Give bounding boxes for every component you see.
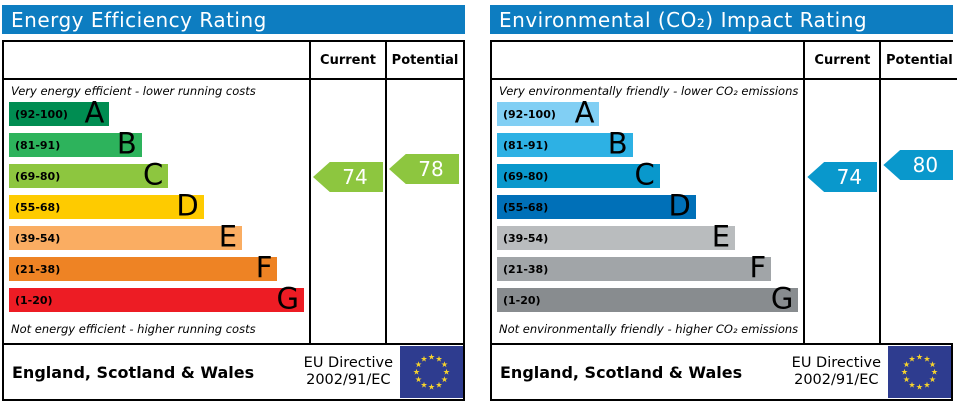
eu-flag-icon <box>400 346 463 398</box>
band-range-label: (1-20) <box>503 293 541 307</box>
energy-band-g: (1-20) G <box>9 281 304 316</box>
energy-bands-area: Very energy efficient - lower running co… <box>4 80 311 343</box>
band-letter: C <box>143 157 164 192</box>
band-letter: B <box>116 126 137 161</box>
eu-directive-label: EU Directive 2002/91/EC <box>303 354 393 388</box>
band-range-label: (21-38) <box>503 262 549 276</box>
co2-current-column: 74 <box>805 80 882 343</box>
band-range-label: (21-38) <box>15 262 61 276</box>
co2-band-c: (69-80) C <box>497 157 660 192</box>
band-letter: A <box>574 95 595 130</box>
band-letter: E <box>711 219 731 254</box>
bottom-note: Not environmentally friendly - higher CO… <box>499 322 799 336</box>
co2-potential-arrow: 80 <box>883 150 954 180</box>
energy-current-arrow: 74 <box>313 162 383 192</box>
header-spacer <box>4 42 311 80</box>
energy-potential-column: 78 <box>387 80 463 343</box>
bottom-note: Not energy efficient - higher running co… <box>11 322 256 336</box>
band-letter: F <box>255 250 273 285</box>
eu-flag-icon <box>888 346 951 398</box>
eu-directive-label: EU Directive 2002/91/EC <box>791 354 881 388</box>
energy-panel-title: Energy Efficiency Rating <box>2 5 465 34</box>
top-note: Very energy efficient - lower running co… <box>11 84 256 98</box>
band-letter: D <box>668 188 691 223</box>
energy-potential-arrow: 78 <box>389 154 459 184</box>
energy-band-a: (92-100) A <box>9 95 110 130</box>
band-range-label: (92-100) <box>15 107 68 121</box>
top-note: Very environmentally friendly - lower CO… <box>499 84 799 98</box>
band-letter: E <box>218 219 238 254</box>
band-range-label: (69-80) <box>503 169 549 183</box>
co2-impact-panel: Environmental (CO₂) Impact Rating Curren… <box>490 5 957 401</box>
header-spacer <box>492 42 806 80</box>
potential-column-header: Potential <box>881 42 957 80</box>
co2-current-value: 74 <box>836 165 863 189</box>
band-range-label: (69-80) <box>15 169 61 183</box>
co2-bands-area: Very environmentally friendly - lower CO… <box>492 80 806 343</box>
band-range-label: (81-91) <box>503 138 549 152</box>
band-range-label: (55-68) <box>503 200 549 214</box>
co2-band-f: (21-38) F <box>497 250 772 285</box>
energy-band-f: (21-38) F <box>9 250 278 285</box>
current-column-header: Current <box>805 42 882 80</box>
current-column-header: Current <box>311 42 387 80</box>
band-letter: C <box>634 157 655 192</box>
energy-rating-table: Current Potential Very energy efficient … <box>2 40 465 345</box>
co2-band-g: (1-20) G <box>497 281 799 316</box>
energy-current-column: 74 <box>311 80 387 343</box>
co2-footer: England, Scotland & Wales EU Directive 2… <box>490 345 953 401</box>
band-range-label: (81-91) <box>15 138 61 152</box>
energy-footer: England, Scotland & Wales EU Directive 2… <box>2 345 465 401</box>
energy-band-d: (55-68) D <box>9 188 204 223</box>
co2-panel-title: Environmental (CO₂) Impact Rating <box>490 5 953 34</box>
band-letter: F <box>749 250 767 285</box>
co2-rating-table: Current Potential Very environmentally f… <box>490 40 957 345</box>
co2-band-e: (39-54) E <box>497 219 736 254</box>
band-range-label: (55-68) <box>15 200 61 214</box>
band-letter: B <box>607 126 628 161</box>
band-letter: G <box>276 281 299 316</box>
band-range-label: (39-54) <box>503 231 549 245</box>
energy-band-b: (81-91) B <box>9 126 142 161</box>
region-label: England, Scotland & Wales <box>12 362 255 382</box>
region-label: England, Scotland & Wales <box>500 362 743 382</box>
band-letter: D <box>176 188 199 223</box>
band-range-label: (92-100) <box>503 107 556 121</box>
co2-band-d: (55-68) D <box>497 188 696 223</box>
potential-column-header: Potential <box>387 42 463 80</box>
energy-efficiency-panel: Energy Efficiency Rating Current Potenti… <box>2 5 465 401</box>
co2-current-arrow: 74 <box>807 162 878 192</box>
co2-potential-column: 80 <box>881 80 957 343</box>
band-letter: A <box>84 95 105 130</box>
co2-potential-value: 80 <box>912 153 939 177</box>
energy-potential-value: 78 <box>418 157 444 181</box>
band-range-label: (39-54) <box>15 231 61 245</box>
energy-current-value: 74 <box>342 165 368 189</box>
energy-band-e: (39-54) E <box>9 219 243 254</box>
band-letter: G <box>770 281 794 316</box>
co2-band-b: (81-91) B <box>497 126 633 161</box>
energy-band-c: (69-80) C <box>9 157 169 192</box>
band-range-label: (1-20) <box>15 293 53 307</box>
co2-band-a: (92-100) A <box>497 95 600 130</box>
